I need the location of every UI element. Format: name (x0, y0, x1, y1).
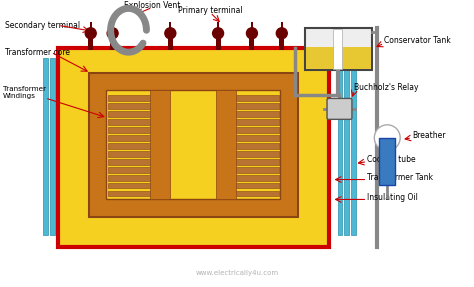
Text: Cooling tube: Cooling tube (367, 155, 416, 164)
FancyBboxPatch shape (110, 35, 115, 50)
FancyBboxPatch shape (90, 22, 92, 29)
FancyBboxPatch shape (236, 111, 279, 117)
FancyBboxPatch shape (108, 111, 150, 117)
FancyBboxPatch shape (150, 90, 170, 199)
FancyBboxPatch shape (379, 138, 395, 185)
FancyBboxPatch shape (279, 35, 284, 50)
FancyBboxPatch shape (111, 22, 114, 29)
FancyBboxPatch shape (327, 98, 352, 119)
FancyBboxPatch shape (345, 58, 349, 235)
FancyBboxPatch shape (89, 73, 298, 217)
FancyBboxPatch shape (236, 151, 279, 157)
FancyBboxPatch shape (88, 35, 93, 50)
Text: Transformer
Windings: Transformer Windings (3, 86, 46, 100)
FancyBboxPatch shape (57, 58, 62, 235)
Circle shape (165, 28, 176, 39)
Circle shape (246, 28, 257, 39)
FancyBboxPatch shape (333, 29, 343, 69)
FancyBboxPatch shape (106, 90, 280, 199)
FancyBboxPatch shape (108, 103, 150, 109)
FancyBboxPatch shape (108, 119, 150, 125)
FancyBboxPatch shape (108, 143, 150, 149)
FancyBboxPatch shape (58, 48, 328, 247)
FancyBboxPatch shape (108, 127, 150, 133)
Text: Insulating Oil: Insulating Oil (367, 193, 418, 202)
FancyBboxPatch shape (337, 58, 343, 235)
FancyBboxPatch shape (236, 175, 279, 181)
Text: Breather: Breather (412, 131, 446, 140)
FancyBboxPatch shape (108, 167, 150, 172)
FancyBboxPatch shape (43, 58, 48, 235)
FancyBboxPatch shape (251, 22, 253, 29)
FancyBboxPatch shape (108, 191, 150, 196)
FancyBboxPatch shape (305, 28, 373, 70)
Text: Secondary terminal: Secondary terminal (5, 21, 80, 30)
FancyBboxPatch shape (169, 22, 171, 29)
FancyBboxPatch shape (216, 90, 236, 199)
Circle shape (374, 125, 400, 151)
Text: Buchholz's Relay: Buchholz's Relay (355, 84, 419, 92)
FancyBboxPatch shape (236, 119, 279, 125)
Text: Transformer Tank: Transformer Tank (367, 173, 433, 182)
FancyBboxPatch shape (216, 35, 220, 50)
FancyBboxPatch shape (236, 159, 279, 165)
FancyBboxPatch shape (236, 96, 279, 101)
FancyBboxPatch shape (236, 143, 279, 149)
FancyBboxPatch shape (236, 167, 279, 172)
FancyBboxPatch shape (351, 58, 356, 235)
FancyBboxPatch shape (236, 183, 279, 189)
Circle shape (276, 28, 287, 39)
Text: www.electrically4u.com: www.electrically4u.com (195, 270, 279, 276)
FancyBboxPatch shape (236, 127, 279, 133)
FancyBboxPatch shape (108, 96, 150, 101)
FancyBboxPatch shape (108, 175, 150, 181)
FancyBboxPatch shape (217, 22, 219, 29)
FancyBboxPatch shape (236, 191, 279, 196)
Text: Transformer core: Transformer core (5, 48, 70, 57)
FancyBboxPatch shape (306, 47, 371, 69)
Text: Conservator Tank: Conservator Tank (384, 36, 451, 45)
FancyBboxPatch shape (108, 135, 150, 141)
FancyBboxPatch shape (249, 35, 255, 50)
FancyBboxPatch shape (108, 159, 150, 165)
FancyBboxPatch shape (168, 35, 173, 50)
FancyBboxPatch shape (281, 22, 283, 29)
FancyBboxPatch shape (236, 135, 279, 141)
Text: Explosion Vent: Explosion Vent (124, 1, 181, 10)
Text: Primary terminal: Primary terminal (178, 6, 242, 15)
FancyBboxPatch shape (108, 151, 150, 157)
FancyBboxPatch shape (50, 58, 55, 235)
Circle shape (213, 28, 224, 39)
Circle shape (85, 28, 96, 39)
Circle shape (107, 28, 118, 39)
FancyBboxPatch shape (108, 183, 150, 189)
FancyBboxPatch shape (236, 103, 279, 109)
